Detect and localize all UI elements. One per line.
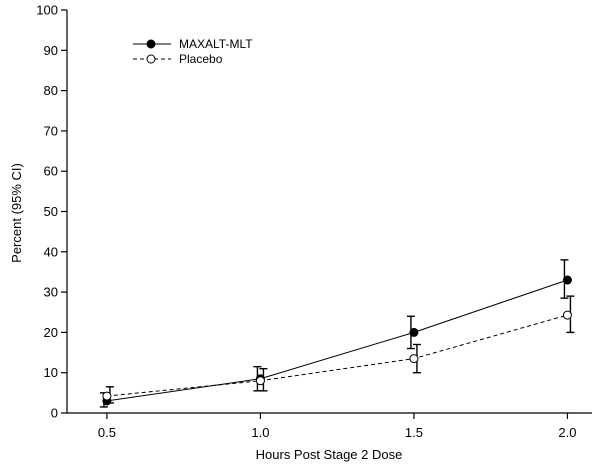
data-point [562,310,572,320]
y-tick-label: 80 [44,83,58,98]
y-tick-label: 20 [44,325,58,340]
data-point [562,275,572,285]
x-tick-label: 1.5 [405,425,423,440]
x-tick-label: 2.0 [558,425,576,440]
series-line [106,314,568,397]
series-layer [99,259,575,408]
x-tick-label: 1.0 [251,425,269,440]
y-tick-label: 90 [44,43,58,58]
y-tick-label: 30 [44,285,58,300]
legend-label: MAXALT-MLT [179,37,253,51]
series-0 [99,259,572,408]
y-tick-label: 60 [44,164,58,179]
y-tick-label: 50 [44,204,58,219]
y-tick-label: 100 [36,3,58,18]
data-point [102,391,112,401]
data-point [409,327,419,337]
legend-label: Placebo [179,52,223,66]
legend-marker [146,54,156,64]
y-tick-label: 0 [51,406,58,421]
y-tick-label: 10 [44,365,58,380]
data-point [255,376,265,386]
ticks: 0 10 20 30 40 50 60 70 80 90 100 0.5 1.0 1.5 2.0 [36,3,576,441]
y-tick-label: 40 [44,244,58,259]
data-point [409,354,419,364]
series-line [106,279,568,402]
series-1 [102,295,575,404]
legend-marker [146,39,156,49]
axes [66,10,592,414]
y-axis-label: Percent (95% CI) [9,163,24,263]
x-axis-label: Hours Post Stage 2 Dose [256,447,403,462]
y-tick-label: 70 [44,123,58,138]
x-tick-label: 0.5 [98,425,116,440]
